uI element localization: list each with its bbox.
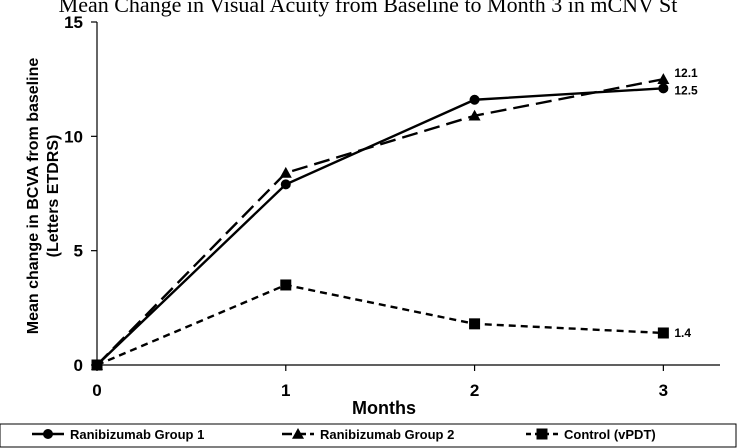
x-axis-label: Months bbox=[352, 398, 416, 418]
series-0: 12.5 bbox=[92, 83, 698, 370]
legend-label-1: Ranibizumab Group 2 bbox=[320, 427, 454, 442]
legend-item-2: Control (vPDT) bbox=[526, 427, 656, 442]
series-1-end-label: 12.1 bbox=[674, 66, 698, 80]
series-0-point-2 bbox=[469, 94, 480, 105]
series-layer: 12.5 12.1 1.4 bbox=[91, 66, 698, 371]
series-1: 12.1 bbox=[91, 66, 698, 370]
series-line-1 bbox=[96, 77, 664, 366]
series-2-point-2 bbox=[469, 318, 481, 330]
series-0-point-3 bbox=[658, 83, 669, 94]
y-ticks: 0 5 10 15 bbox=[64, 13, 97, 375]
series-2-end-label: 1.4 bbox=[674, 326, 691, 340]
legend-label-0: Ranibizumab Group 1 bbox=[70, 427, 204, 442]
chart-title: Mean Change in Visual Acuity from Baseli… bbox=[59, 0, 678, 17]
y-tick-label-3: 15 bbox=[64, 13, 83, 32]
x-tick-label-3: 3 bbox=[659, 381, 668, 400]
y-tick-label-0: 0 bbox=[74, 356, 83, 375]
series-2-point-0 bbox=[91, 359, 103, 371]
series-0-point-1 bbox=[280, 179, 291, 190]
x-tick-label-0: 0 bbox=[92, 381, 101, 400]
series-2-point-1 bbox=[280, 279, 292, 291]
legend-item-0: Ranibizumab Group 1 bbox=[32, 427, 204, 442]
y-tick-label-1: 5 bbox=[74, 242, 83, 261]
x-tick-label-2: 2 bbox=[470, 381, 479, 400]
series-1-point-1 bbox=[279, 166, 292, 178]
legend-box bbox=[0, 423, 737, 448]
series-1-point-3 bbox=[657, 73, 670, 84]
x-ticks: 0 1 2 3 bbox=[92, 365, 668, 400]
legend-marker-2 bbox=[536, 428, 548, 440]
legend-item-1: Ranibizumab Group 2 bbox=[282, 427, 454, 442]
legend-label-2: Control (vPDT) bbox=[564, 427, 656, 442]
series-0-end-label: 12.5 bbox=[674, 83, 698, 97]
legend-marker-0 bbox=[43, 429, 53, 439]
series-1-point-2 bbox=[468, 109, 481, 121]
series-2: 1.4 bbox=[91, 279, 691, 371]
y-axis-label-line2: (Letters ETDRS) bbox=[45, 135, 62, 258]
legend: Ranibizumab Group 1 Ranibizumab Group 2 Co… bbox=[32, 427, 656, 442]
legend-marker-1 bbox=[292, 428, 304, 439]
series-line-0 bbox=[96, 87, 664, 366]
y-axis-label-line1: Mean change in BCVA from baseline bbox=[25, 58, 42, 335]
y-tick-label-2: 10 bbox=[64, 127, 83, 146]
series-2-point-3 bbox=[657, 327, 669, 339]
series-line-2 bbox=[96, 283, 664, 367]
x-tick-label-1: 1 bbox=[281, 381, 290, 400]
